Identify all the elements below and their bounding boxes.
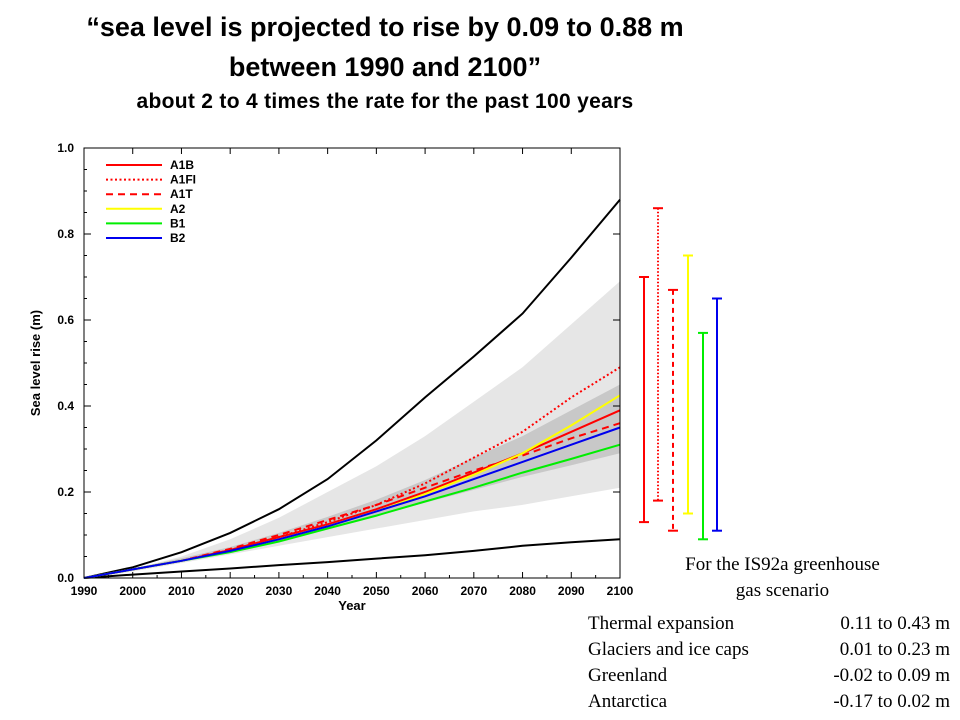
x-tick-label: 2030	[266, 584, 293, 598]
scenario-note-heading-line-1: For the IS92a greenhouse	[685, 554, 880, 575]
component-value: 0.01 to 0.23 m	[839, 639, 950, 660]
envelope-line-upper	[83, 198, 621, 579]
x-tick-label: 2100	[607, 584, 634, 598]
x-tick-label: 2070	[460, 584, 487, 598]
x-tick-label: 2010	[168, 584, 195, 598]
x-tick-label: 2000	[119, 584, 146, 598]
component-label: Glaciers and ice caps	[588, 639, 749, 660]
legend-label-a1fi: A1FI	[170, 173, 196, 187]
x-tick-label: 2060	[412, 584, 439, 598]
y-tick-label: 1.0	[57, 141, 74, 155]
x-tick-label: 2050	[363, 584, 390, 598]
y-tick-label: 0.4	[57, 399, 74, 413]
series-line-b2	[83, 426, 621, 579]
chart-title-line-1: “sea level is projected to rise by 0.09 …	[86, 12, 684, 42]
legend-label-b2: B2	[170, 231, 186, 245]
x-tick-label: 1990	[71, 584, 98, 598]
x-tick-label: 2020	[217, 584, 244, 598]
y-tick-label: 0.0	[57, 571, 74, 585]
envelope-line-lower	[83, 538, 621, 579]
y-tick-label: 0.8	[57, 227, 74, 241]
component-label: Greenland	[588, 665, 668, 686]
y-tick-label: 0.2	[57, 485, 74, 499]
chart-title-line-2: between 1990 and 2100”	[228, 52, 542, 82]
uncertainty-band-outer	[84, 281, 620, 578]
chart-subtitle: about 2 to 4 times the rate for the past…	[136, 90, 634, 113]
component-value: -0.02 to 0.09 m	[833, 665, 950, 686]
component-label: Antarctica	[588, 691, 668, 712]
x-tick-label: 2080	[509, 584, 536, 598]
scenario-note-heading: For the IS92a greenhouse gas scenario	[640, 552, 925, 604]
x-tick-label: 2040	[314, 584, 341, 598]
component-value: 0.11 to 0.43 m	[840, 613, 950, 634]
y-axis-title: Sea level rise (m)	[28, 310, 43, 416]
component-label: Thermal expansion	[588, 613, 735, 634]
legend-label-a2: A2	[170, 202, 186, 216]
component-value: -0.17 to 0.02 m	[833, 691, 950, 712]
x-axis-title: Year	[338, 598, 365, 613]
y-tick-label: 0.6	[57, 313, 74, 327]
x-tick-label: 2090	[558, 584, 585, 598]
legend-label-b1: B1	[170, 216, 186, 230]
legend-label-a1b: A1B	[170, 158, 194, 172]
scenario-note-heading-line-2: gas scenario	[735, 580, 830, 601]
legend-label-a1t: A1T	[170, 187, 193, 201]
